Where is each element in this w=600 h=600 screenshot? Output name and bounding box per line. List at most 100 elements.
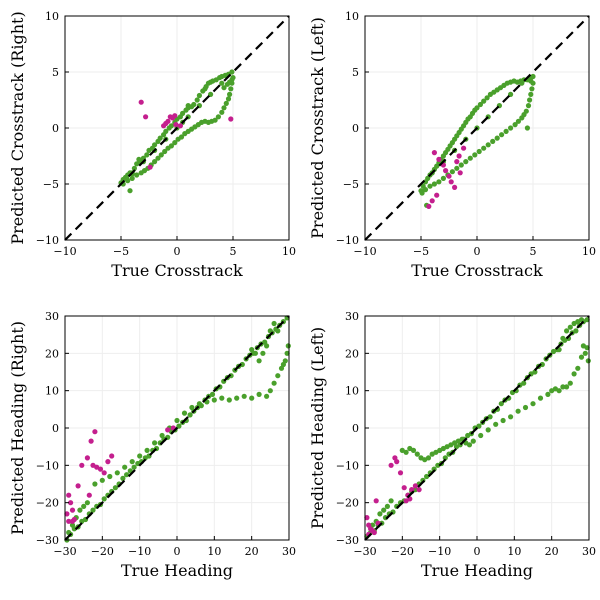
data-point-series-1	[431, 181, 437, 187]
data-point-series-2	[64, 511, 70, 517]
data-point-series-1	[508, 91, 514, 97]
data-point-series-1	[467, 155, 473, 161]
data-point-series-2	[457, 170, 463, 176]
data-point-series-1	[189, 404, 195, 411]
data-point-series-1	[144, 447, 150, 453]
y-tick-label: 10	[345, 385, 359, 398]
data-point-series-1	[512, 122, 518, 128]
diagonal-reference-line	[64, 15, 290, 241]
data-point-series-1	[524, 125, 531, 131]
data-point-series-1	[560, 384, 566, 390]
y-tick-label: 10	[45, 10, 59, 23]
diagonal-reference-line	[364, 315, 590, 541]
diagonal-reference-line	[364, 15, 590, 241]
data-point-series-1	[144, 152, 150, 158]
data-point-series-1	[580, 343, 587, 349]
data-point-series-1	[187, 412, 193, 418]
data-point-series-1	[224, 81, 230, 87]
y-tick-label: 30	[45, 310, 59, 323]
data-point-series-1	[215, 114, 221, 120]
data-point-series-1	[403, 449, 409, 455]
x-tick-label: −10	[128, 545, 151, 558]
data-point-series-1	[125, 178, 131, 184]
y-tick-label: 0	[52, 122, 59, 135]
data-point-series-2	[165, 427, 171, 433]
x-tick-label: −10	[53, 245, 76, 258]
data-point-series-2	[394, 459, 400, 465]
data-point-series-1	[264, 393, 270, 399]
data-point-series-1	[414, 451, 420, 457]
data-point-series-1	[519, 80, 525, 86]
data-point-series-1	[136, 156, 142, 162]
data-point-series-2	[443, 168, 449, 174]
data-point-series-1	[81, 503, 87, 509]
data-point-series-1	[209, 391, 216, 397]
data-point-series-1	[515, 118, 522, 124]
data-point-series-1	[515, 408, 521, 414]
data-point-series-1	[470, 438, 476, 444]
data-point-series-1	[425, 455, 432, 461]
data-point-series-1	[175, 136, 181, 142]
data-point-series-1	[223, 100, 229, 106]
x-tick-label: −5	[413, 245, 429, 258]
y-tick-label: −5	[343, 178, 359, 191]
y-tick-label: −10	[336, 459, 359, 472]
data-point-series-1	[424, 473, 430, 480]
data-point-series-1	[271, 320, 277, 327]
data-point-series-2	[86, 492, 92, 498]
data-point-series-1	[481, 145, 487, 151]
data-point-series-2	[163, 120, 169, 127]
data-point-series-1	[219, 80, 225, 86]
data-point-series-1	[225, 96, 232, 102]
data-point-series-1	[120, 475, 126, 481]
y-tick-label: −20	[36, 497, 59, 510]
data-point-series-1	[567, 380, 573, 386]
data-point-series-1	[578, 354, 585, 360]
data-point-series-2	[401, 485, 407, 491]
data-point-series-2	[66, 492, 72, 498]
data-point-series-1	[571, 371, 577, 377]
data-point-series-1	[69, 522, 76, 528]
x-tick-label: 5	[230, 245, 237, 258]
data-point-series-1	[158, 152, 164, 158]
data-point-series-1	[525, 103, 532, 109]
data-point-series-1	[152, 159, 158, 165]
data-point-series-1	[484, 95, 490, 101]
x-axis-label: True Heading	[121, 561, 233, 580]
data-point-series-2	[147, 164, 153, 170]
data-point-series-1	[208, 91, 214, 97]
data-point-series-1	[575, 365, 581, 371]
data-point-series-1	[182, 131, 188, 137]
y-tick-label: −30	[36, 534, 59, 547]
x-axis-label: True Crosstrack	[111, 261, 243, 280]
x-tick-label: −20	[91, 545, 114, 558]
data-point-series-1	[463, 159, 469, 165]
y-tick-label: −10	[36, 459, 59, 472]
data-point-series-1	[499, 132, 505, 138]
data-point-series-2	[446, 173, 452, 179]
data-point-series-2	[397, 470, 404, 476]
data-point-series-1	[410, 447, 417, 453]
y-tick-label: 30	[345, 310, 359, 323]
data-point-series-1	[228, 86, 234, 92]
data-point-series-1	[481, 98, 487, 104]
data-point-series-1	[174, 417, 180, 424]
data-point-series-1	[155, 155, 161, 161]
data-point-series-1	[219, 109, 225, 115]
data-point-series-1	[529, 86, 535, 92]
data-point-series-1	[567, 324, 573, 330]
scatter-panel-3: −30 −20 −10 0 10 20 30 −30 −20 −10 0 10 20 30 True Hea…	[8, 310, 296, 580]
data-point-series-1	[227, 91, 233, 97]
data-point-series-1	[485, 427, 491, 433]
data-point-series-1	[176, 423, 182, 429]
data-point-series-1	[256, 358, 262, 364]
data-point-series-1	[181, 410, 188, 416]
data-point-series-1	[163, 128, 169, 134]
data-point-series-1	[99, 477, 105, 483]
data-point-series-1	[152, 440, 158, 446]
data-point-series-1	[478, 432, 484, 439]
y-tick-label: −10	[36, 234, 59, 247]
data-point-series-2	[456, 153, 462, 159]
data-point-series-1	[284, 350, 290, 356]
